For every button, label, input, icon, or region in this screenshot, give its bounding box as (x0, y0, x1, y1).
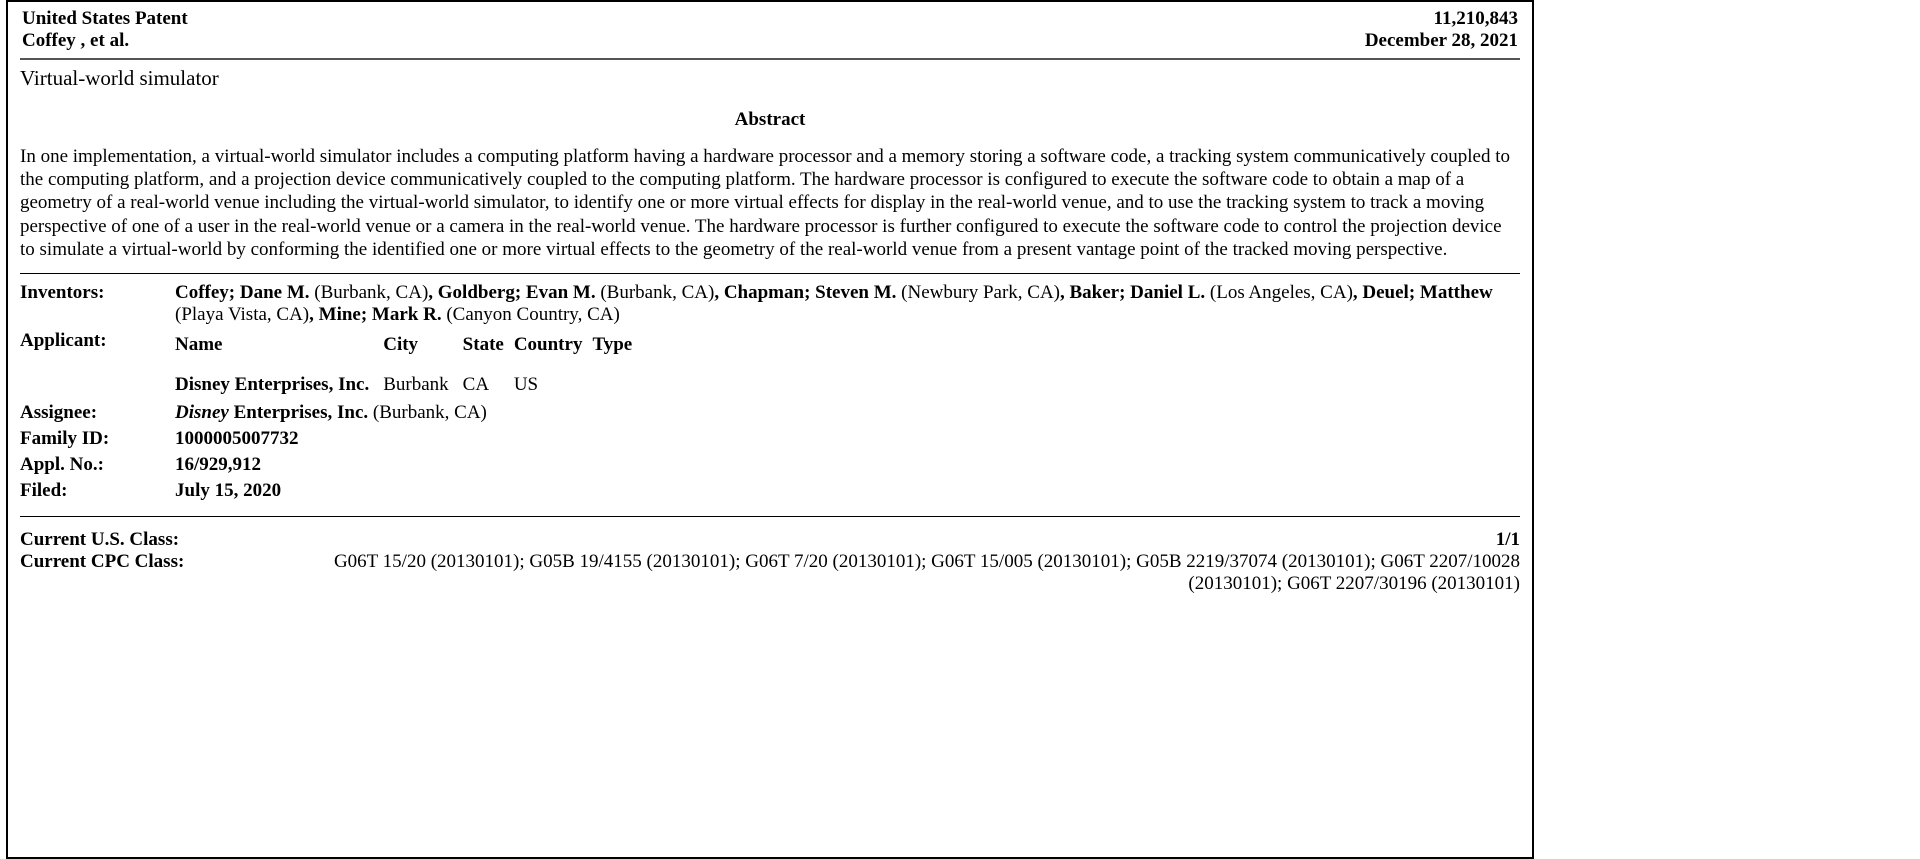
metadata-table: Inventors: Coffey; Dane M. (Burbank, CA)… (20, 280, 1520, 504)
applicant-col-city: City (383, 332, 462, 358)
document-frame: United States Patent 11,210,843 Coffey ,… (6, 0, 1534, 859)
applicant-col-country: Country (514, 332, 593, 358)
issuer: United States Patent (22, 8, 188, 30)
inventor-loc: (Burbank, CA) (314, 282, 428, 303)
inventor-name: Goldberg; Evan M. (438, 282, 596, 303)
family-id-label: Family ID: (20, 426, 175, 452)
assignee-loc: (Burbank, CA) (373, 402, 487, 423)
filed-value: July 15, 2020 (175, 478, 1520, 504)
document-scroll[interactable]: United States Patent 11,210,843 Coffey ,… (8, 2, 1532, 857)
cpc-class-label: Current CPC Class: (20, 551, 260, 573)
divider-2 (20, 516, 1520, 517)
divider-top (20, 58, 1520, 60)
us-class-row: Current U.S. Class: 1/1 (20, 529, 1520, 551)
filed-row: Filed: July 15, 2020 (20, 478, 1520, 504)
us-class-value: 1/1 (1496, 529, 1520, 551)
inventor-loc: (Los Angeles, CA) (1210, 282, 1353, 303)
inventor-name: Coffey; Dane M. (175, 282, 310, 303)
header-row-1: United States Patent 11,210,843 (20, 8, 1520, 30)
cpc-class-row: Current CPC Class: G06T 15/20 (20130101)… (20, 551, 1520, 595)
header-inventor-line: Coffey , et al. (22, 30, 129, 52)
assignee-name-rest: Enterprises, Inc. (229, 402, 368, 423)
inventors-cell: Coffey; Dane M. (Burbank, CA), Goldberg;… (175, 280, 1520, 328)
applicant-state: CA (463, 372, 514, 398)
assignee-name-italic: Disney (175, 402, 229, 423)
inventor-loc: (Burbank, CA) (600, 282, 714, 303)
applicant-row: Applicant: Name City State Country Type … (20, 328, 1520, 400)
applicant-name: Disney Enterprises, Inc. (175, 372, 383, 398)
applicant-city: Burbank (383, 372, 462, 398)
appl-no-value: 16/929,912 (175, 452, 1520, 478)
assignee-row: Assignee: Disney Enterprises, Inc. (Burb… (20, 400, 1520, 426)
inventor-name: Baker; Daniel L. (1070, 282, 1206, 303)
abstract-text: In one implementation, a virtual-world s… (20, 145, 1520, 261)
header-row-2: Coffey , et al. December 28, 2021 (20, 30, 1520, 52)
family-id-value: 1000005007732 (175, 426, 1520, 452)
inventors-label: Inventors: (20, 280, 175, 328)
patent-title: Virtual-world simulator (20, 66, 1520, 91)
inventor-name: Mine; Mark R. (319, 304, 442, 325)
inventor-loc: (Newbury Park, CA) (901, 282, 1060, 303)
applicant-country: US (514, 372, 593, 398)
filed-label: Filed: (20, 478, 175, 504)
inventor-loc: (Playa Vista, CA) (175, 304, 309, 325)
patent-number: 11,210,843 (1434, 8, 1518, 30)
applicant-data-row: Disney Enterprises, Inc. Burbank CA US (175, 372, 642, 398)
applicant-type (592, 372, 642, 398)
cpc-class-value: G06T 15/20 (20130101); G05B 19/4155 (201… (260, 551, 1520, 595)
applicant-col-type: Type (592, 332, 642, 358)
appl-no-label: Appl. No.: (20, 452, 175, 478)
inventor-name: Deuel; Matthew (1362, 282, 1492, 303)
inventor-name: Chapman; Steven M. (724, 282, 897, 303)
inventors-row: Inventors: Coffey; Dane M. (Burbank, CA)… (20, 280, 1520, 328)
applicant-label: Applicant: (20, 328, 175, 400)
applicant-col-name: Name (175, 332, 383, 358)
applicant-table: Name City State Country Type Disney Ente… (175, 332, 642, 398)
assignee-value: Disney Enterprises, Inc. (Burbank, CA) (175, 400, 1520, 426)
inventor-loc: (Canyon Country, CA) (446, 304, 619, 325)
family-id-row: Family ID: 1000005007732 (20, 426, 1520, 452)
us-class-label: Current U.S. Class: (20, 529, 179, 551)
applicant-header-row: Name City State Country Type (175, 332, 642, 358)
abstract-heading: Abstract (20, 109, 1520, 131)
applicant-col-state: State (463, 332, 514, 358)
appl-no-row: Appl. No.: 16/929,912 (20, 452, 1520, 478)
assignee-label: Assignee: (20, 400, 175, 426)
divider-1 (20, 273, 1520, 274)
issue-date: December 28, 2021 (1365, 30, 1518, 52)
applicant-cell: Name City State Country Type Disney Ente… (175, 328, 1520, 400)
